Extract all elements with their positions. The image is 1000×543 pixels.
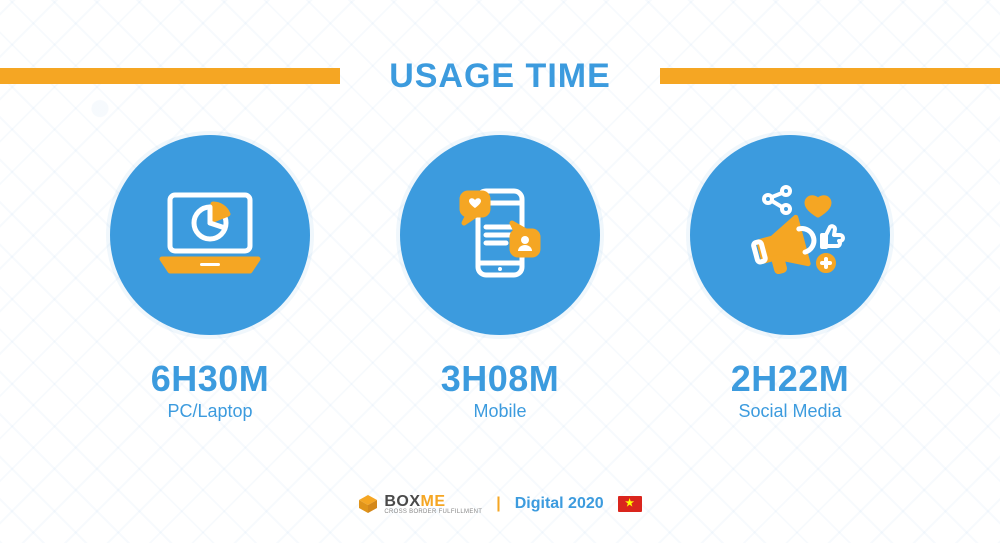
stat-circle — [110, 135, 310, 335]
stat-circle — [400, 135, 600, 335]
footer-separator: | — [496, 495, 500, 513]
title-band-right — [660, 68, 1000, 84]
title-row: USAGE TIME — [0, 56, 1000, 96]
title-band-left — [0, 68, 340, 84]
stat-label: Social Media — [738, 401, 841, 422]
megaphone-social-icon — [730, 173, 850, 298]
stat-social-media: 2H22M Social Media — [660, 135, 920, 422]
stat-value: 2H22M — [731, 361, 850, 397]
stat-mobile: 3H08M Mobile — [370, 135, 630, 422]
mobile-chat-icon — [440, 173, 560, 298]
stat-value: 6H30M — [151, 361, 270, 397]
page-title: USAGE TIME — [361, 57, 639, 96]
stat-circle — [690, 135, 890, 335]
brand-logo: BOXME CROSS BORDER FULFILLMENT — [358, 493, 482, 515]
stat-label: Mobile — [473, 401, 526, 422]
stat-pc-laptop: 6H30M PC/Laptop — [80, 135, 340, 422]
vietnam-flag-icon — [618, 496, 642, 512]
brand-cube-icon — [358, 494, 378, 514]
stats-row: 6H30M PC/Laptop — [0, 135, 1000, 422]
footer-tagline: Digital 2020 — [515, 495, 604, 513]
stat-label: PC/Laptop — [167, 401, 252, 422]
brand-name: BOXME CROSS BORDER FULFILLMENT — [384, 493, 482, 515]
laptop-pie-icon — [150, 173, 270, 298]
stat-value: 3H08M — [441, 361, 560, 397]
footer: BOXME CROSS BORDER FULFILLMENT | Digital… — [0, 493, 1000, 515]
